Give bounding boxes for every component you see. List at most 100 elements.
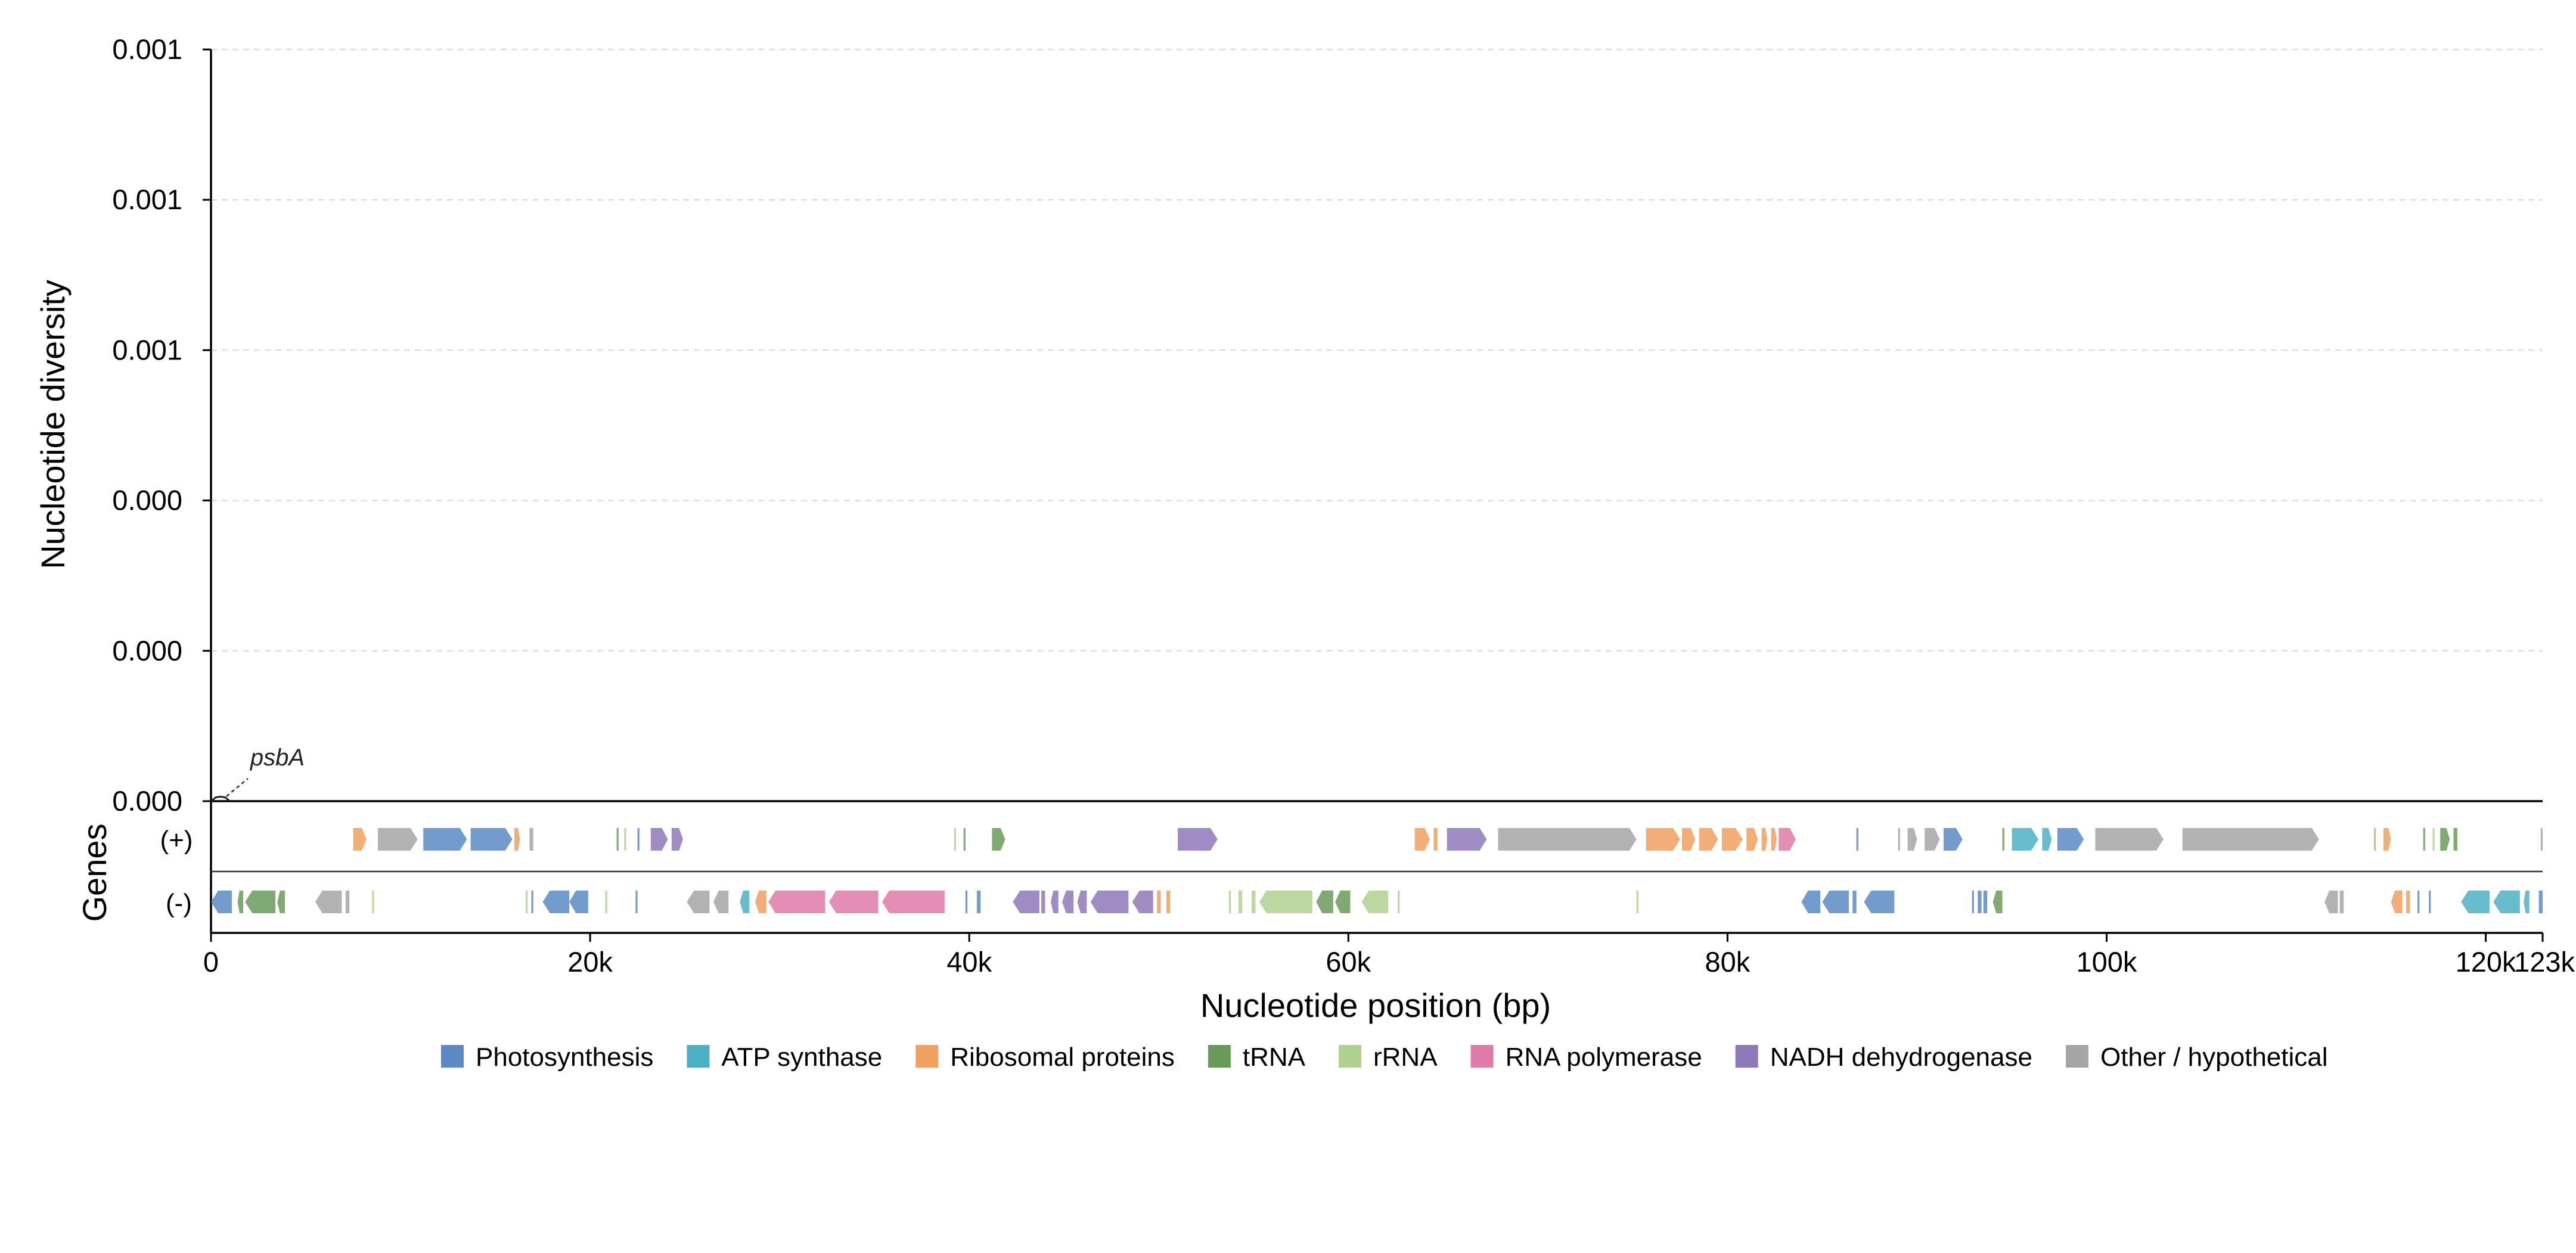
legend-swatch-rna-polymerase [1470,1045,1494,1068]
legend: Photosynthesis ATP synthase Ribosomal prot… [441,1043,2328,1072]
gene-photosynthesis [1864,891,1895,913]
gene-trna [2453,828,2457,851]
annotation-label: psbA [250,745,305,771]
gene-rrna [2432,828,2435,851]
gene-trna [1992,891,2003,913]
gene-trna [237,891,244,913]
gene-ribosomal-proteins [2373,828,2376,851]
y-tick-label: 0.001 [112,33,182,65]
gene-ribosomal-proteins [1433,828,1438,851]
strand-plus-label: (+) [160,826,193,855]
x-tick-label: 40k [946,946,992,978]
gene-nadh-dehydrogenase [1090,891,1129,913]
x-tick-label: 80k [1705,946,1750,978]
gene-ribosomal-proteins [1157,891,1161,913]
gene-trna [992,828,1005,851]
x-tick-label: 60k [1326,946,1371,978]
gene-other-hypothetical [1498,828,1637,851]
gene-photosynthesis [2429,891,2431,913]
gene-photosynthesis [542,891,570,913]
gene-ribosomal-proteins [1746,828,1758,851]
gene-nadh-dehydrogenase [1062,891,1074,913]
gene-ribosomal-proteins [1721,828,1743,851]
gene-ribosomal-proteins [2383,828,2391,851]
y-tick-label: 0.000 [112,785,182,817]
legend-label-other-hypothetical: Other / hypothetical [2100,1043,2328,1072]
gene-photosynthesis [976,891,981,913]
gene-trna [245,891,276,913]
gene-other-hypothetical [2095,828,2164,851]
gene-trna [277,891,285,913]
gene-photosynthesis [1801,891,1821,913]
gene-ribosomal-proteins [755,891,766,913]
gene-rrna [1259,891,1312,913]
y-ticks: 0.000 0.000 0.000 0.001 0.001 0.001 [112,33,211,817]
gene-photosynthesis [1856,828,1858,851]
gene-photosynthesis [2417,891,2420,913]
legend-swatch-rrna [1339,1045,1361,1068]
gene-nadh-dehydrogenase [1132,891,1153,913]
gene-photosynthesis [965,891,968,913]
legend-swatch-trna [1208,1045,1231,1068]
gene-rrna [1238,891,1243,913]
gridlines [211,48,2543,652]
legend-swatch-atp-synthase [687,1045,710,1068]
gene-photosynthesis [637,828,640,851]
gene-ribosomal-proteins [2391,891,2403,913]
gene-other-hypothetical [713,891,729,913]
gene-photosynthesis [2057,828,2084,851]
gene-atp-synthase [2012,828,2038,851]
gene-ribosomal-proteins [1414,828,1430,851]
gene-photosynthesis [211,891,232,913]
gene-nadh-dehydrogenase [1077,891,1087,913]
gene-nadh-dehydrogenase [1050,891,1059,913]
gene-rna-polymerase [768,891,825,913]
y-tick-label: 0.001 [112,334,182,365]
gene-nadh-dehydrogenase [1178,828,1218,851]
genes-track-label: Genes [76,824,113,922]
gene-photosynthesis [1822,891,1849,913]
gene-nadh-dehydrogenase [650,828,668,851]
gene-photosynthesis [635,891,638,913]
gene-ribosomal-proteins [353,828,367,851]
gene-other-hypothetical [2182,828,2319,851]
gene-other-hypothetical [345,891,350,913]
diversity-series [210,795,231,802]
gene-other-hypothetical [1907,828,1917,851]
gene-photosynthesis [2538,891,2543,913]
gene-photosynthesis [531,891,533,913]
legend-label-nadh-dehydrogenase: NADH dehydrogenase [1770,1043,2032,1072]
gene-other-hypothetical [1925,828,1940,851]
x-tick-label: 100k [2077,946,2137,978]
gene-ribosomal-proteins [514,828,520,851]
x-axis-title: Nucleotide position (bp) [1200,987,1551,1024]
gene-rrna [605,891,607,913]
gene-rrna [1361,891,1389,913]
legend-label-photosynthesis: Photosynthesis [476,1043,653,1072]
gene-photosynthesis [569,891,588,913]
gene-photosynthesis [1852,891,1857,913]
x-tick-label: 0 [203,946,219,978]
gene-rrna [1397,891,1400,913]
gene-rna-polymerase [828,891,879,913]
gene-photosynthesis [1978,891,1982,913]
legend-label-rna-polymerase: RNA polymerase [1506,1043,1702,1072]
axes [210,49,2543,934]
legend-label-atp-synthase: ATP synthase [721,1043,882,1072]
gene-rrna [1252,891,1256,913]
gene-rrna [525,891,528,913]
y-tick-label: 0.000 [112,635,182,666]
gene-other-hypothetical [529,828,533,851]
x-tick-label: 123k [2514,946,2575,978]
gene-ribosomal-proteins [1646,828,1680,851]
gene-rna-polymerase [1779,828,1796,851]
gene-nadh-dehydrogenase [1041,891,1045,913]
gene-rrna [372,891,374,913]
gene-atp-synthase [2493,891,2520,913]
legend-swatch-nadh-dehydrogenase [1735,1045,1758,1068]
y-tick-label: 0.001 [112,184,182,215]
gene-trna [2002,828,2004,851]
gene-photosynthesis [470,828,513,851]
